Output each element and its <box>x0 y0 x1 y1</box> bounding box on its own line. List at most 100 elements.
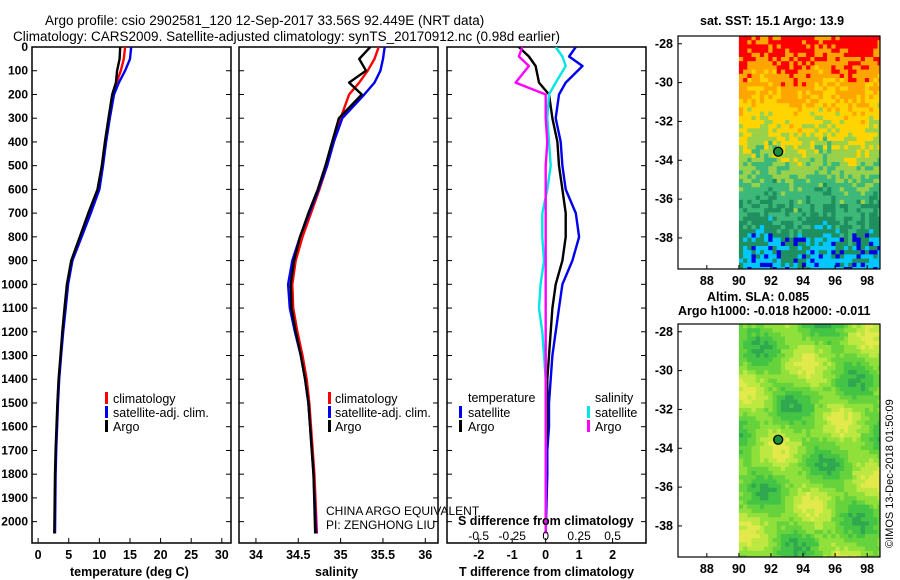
heatmap-cell <box>743 216 748 222</box>
heatmap-cell <box>810 420 815 426</box>
heatmap-cell <box>843 403 849 409</box>
heatmap-cell <box>751 492 756 497</box>
heatmap-cell <box>818 441 824 447</box>
heatmap-cell <box>738 208 744 213</box>
heatmap-cell <box>772 349 777 354</box>
heatmap-cell <box>835 496 840 501</box>
heatmap-cell <box>827 69 832 75</box>
heatmap-cell <box>810 471 815 476</box>
heatmap-cell <box>785 170 790 175</box>
heatmap-cell <box>810 124 815 129</box>
land-area <box>678 36 739 269</box>
heatmap-cell <box>806 61 811 66</box>
heatmap-cell <box>789 204 794 209</box>
heatmap-cell <box>780 86 786 91</box>
heatmap-cell <box>772 416 777 421</box>
heatmap-cell <box>780 424 786 430</box>
heatmap-cell <box>789 412 794 417</box>
heatmap-cell <box>768 212 773 217</box>
heatmap-cell <box>877 267 880 269</box>
heatmap-cell <box>818 450 824 455</box>
heatmap-cell <box>806 395 811 400</box>
heatmap-cell <box>839 48 845 54</box>
heatmap-cell <box>768 374 773 379</box>
heatmap-cell <box>772 65 777 70</box>
heatmap-cell <box>827 424 832 430</box>
heatmap-cell <box>793 174 798 180</box>
heatmap-cell <box>814 246 819 251</box>
heatmap-cell <box>772 462 777 468</box>
heatmap-cell <box>831 555 836 557</box>
heatmap-cell <box>873 103 878 108</box>
heatmap-cell <box>785 336 790 342</box>
heatmap-cell <box>768 403 773 409</box>
heatmap-cell <box>785 353 790 358</box>
heatmap-cell <box>864 166 870 171</box>
heatmap-cell <box>827 366 832 371</box>
heatmap-cell <box>827 445 832 451</box>
heatmap-cell <box>776 483 782 489</box>
heatmap-cell <box>869 525 874 531</box>
heatmap-cell <box>776 115 782 121</box>
heatmap-cell <box>835 128 840 133</box>
heatmap-cell <box>852 225 857 230</box>
heatmap-cell <box>747 374 752 379</box>
heatmap-cell <box>743 246 748 251</box>
heatmap-cell <box>810 241 815 247</box>
heatmap-cell <box>747 534 752 539</box>
heatmap-cell <box>780 250 786 255</box>
heatmap-cell <box>751 166 756 171</box>
heatmap-cell <box>768 40 773 45</box>
heatmap-cell <box>793 237 798 243</box>
heatmap-cell <box>864 187 870 192</box>
heatmap-cell <box>776 513 782 518</box>
heatmap-cell <box>759 262 765 268</box>
heatmap-cell <box>869 387 874 392</box>
heatmap-cell <box>877 61 880 66</box>
heatmap-cell <box>818 136 824 142</box>
heatmap-cell <box>747 349 752 354</box>
heatmap-cell <box>818 492 824 497</box>
heatmap-cell <box>877 94 880 100</box>
heatmap-cell <box>780 408 786 413</box>
heatmap-cell <box>848 254 853 259</box>
heatmap-cell <box>873 496 878 501</box>
heatmap-cell <box>806 132 811 138</box>
heatmap-cell <box>743 513 748 518</box>
heatmap-cell <box>797 208 803 213</box>
heatmap-cell <box>814 550 819 556</box>
heatmap-cell <box>797 424 803 430</box>
heatmap-cell <box>827 178 832 184</box>
heatmap-cell <box>848 458 853 463</box>
heatmap-cell <box>751 229 756 234</box>
heatmap-cell <box>768 471 773 476</box>
heatmap-cell <box>843 542 849 547</box>
heatmap-cell <box>751 149 756 154</box>
heatmap-cell <box>814 178 819 184</box>
heatmap-cell <box>755 208 761 213</box>
heatmap-cell <box>747 103 752 108</box>
heatmap-cell <box>801 538 807 543</box>
heatmap-cell <box>764 353 769 358</box>
heatmap-cell <box>818 487 824 493</box>
heatmap-cell <box>848 357 853 363</box>
heatmap-cell <box>877 328 880 333</box>
heatmap-cell <box>835 437 840 442</box>
heatmap-cell <box>856 120 861 125</box>
heatmap-cell <box>755 382 761 388</box>
heatmap-cell <box>864 361 870 367</box>
heatmap-cell <box>772 420 777 426</box>
heatmap-cell <box>848 199 853 205</box>
heatmap-cell <box>764 174 769 180</box>
heatmap-cell <box>873 366 878 371</box>
heatmap-cell <box>772 199 777 205</box>
lon-tick-label: 98 <box>860 274 874 288</box>
heatmap-cell <box>797 262 803 268</box>
heatmap-cell <box>877 324 880 329</box>
heatmap-cell <box>764 111 769 117</box>
heatmap-cell <box>822 445 828 451</box>
heatmap-cell <box>797 445 803 451</box>
heatmap-cell <box>772 508 777 514</box>
heatmap-cell <box>869 328 874 333</box>
heatmap-cell <box>827 550 832 556</box>
